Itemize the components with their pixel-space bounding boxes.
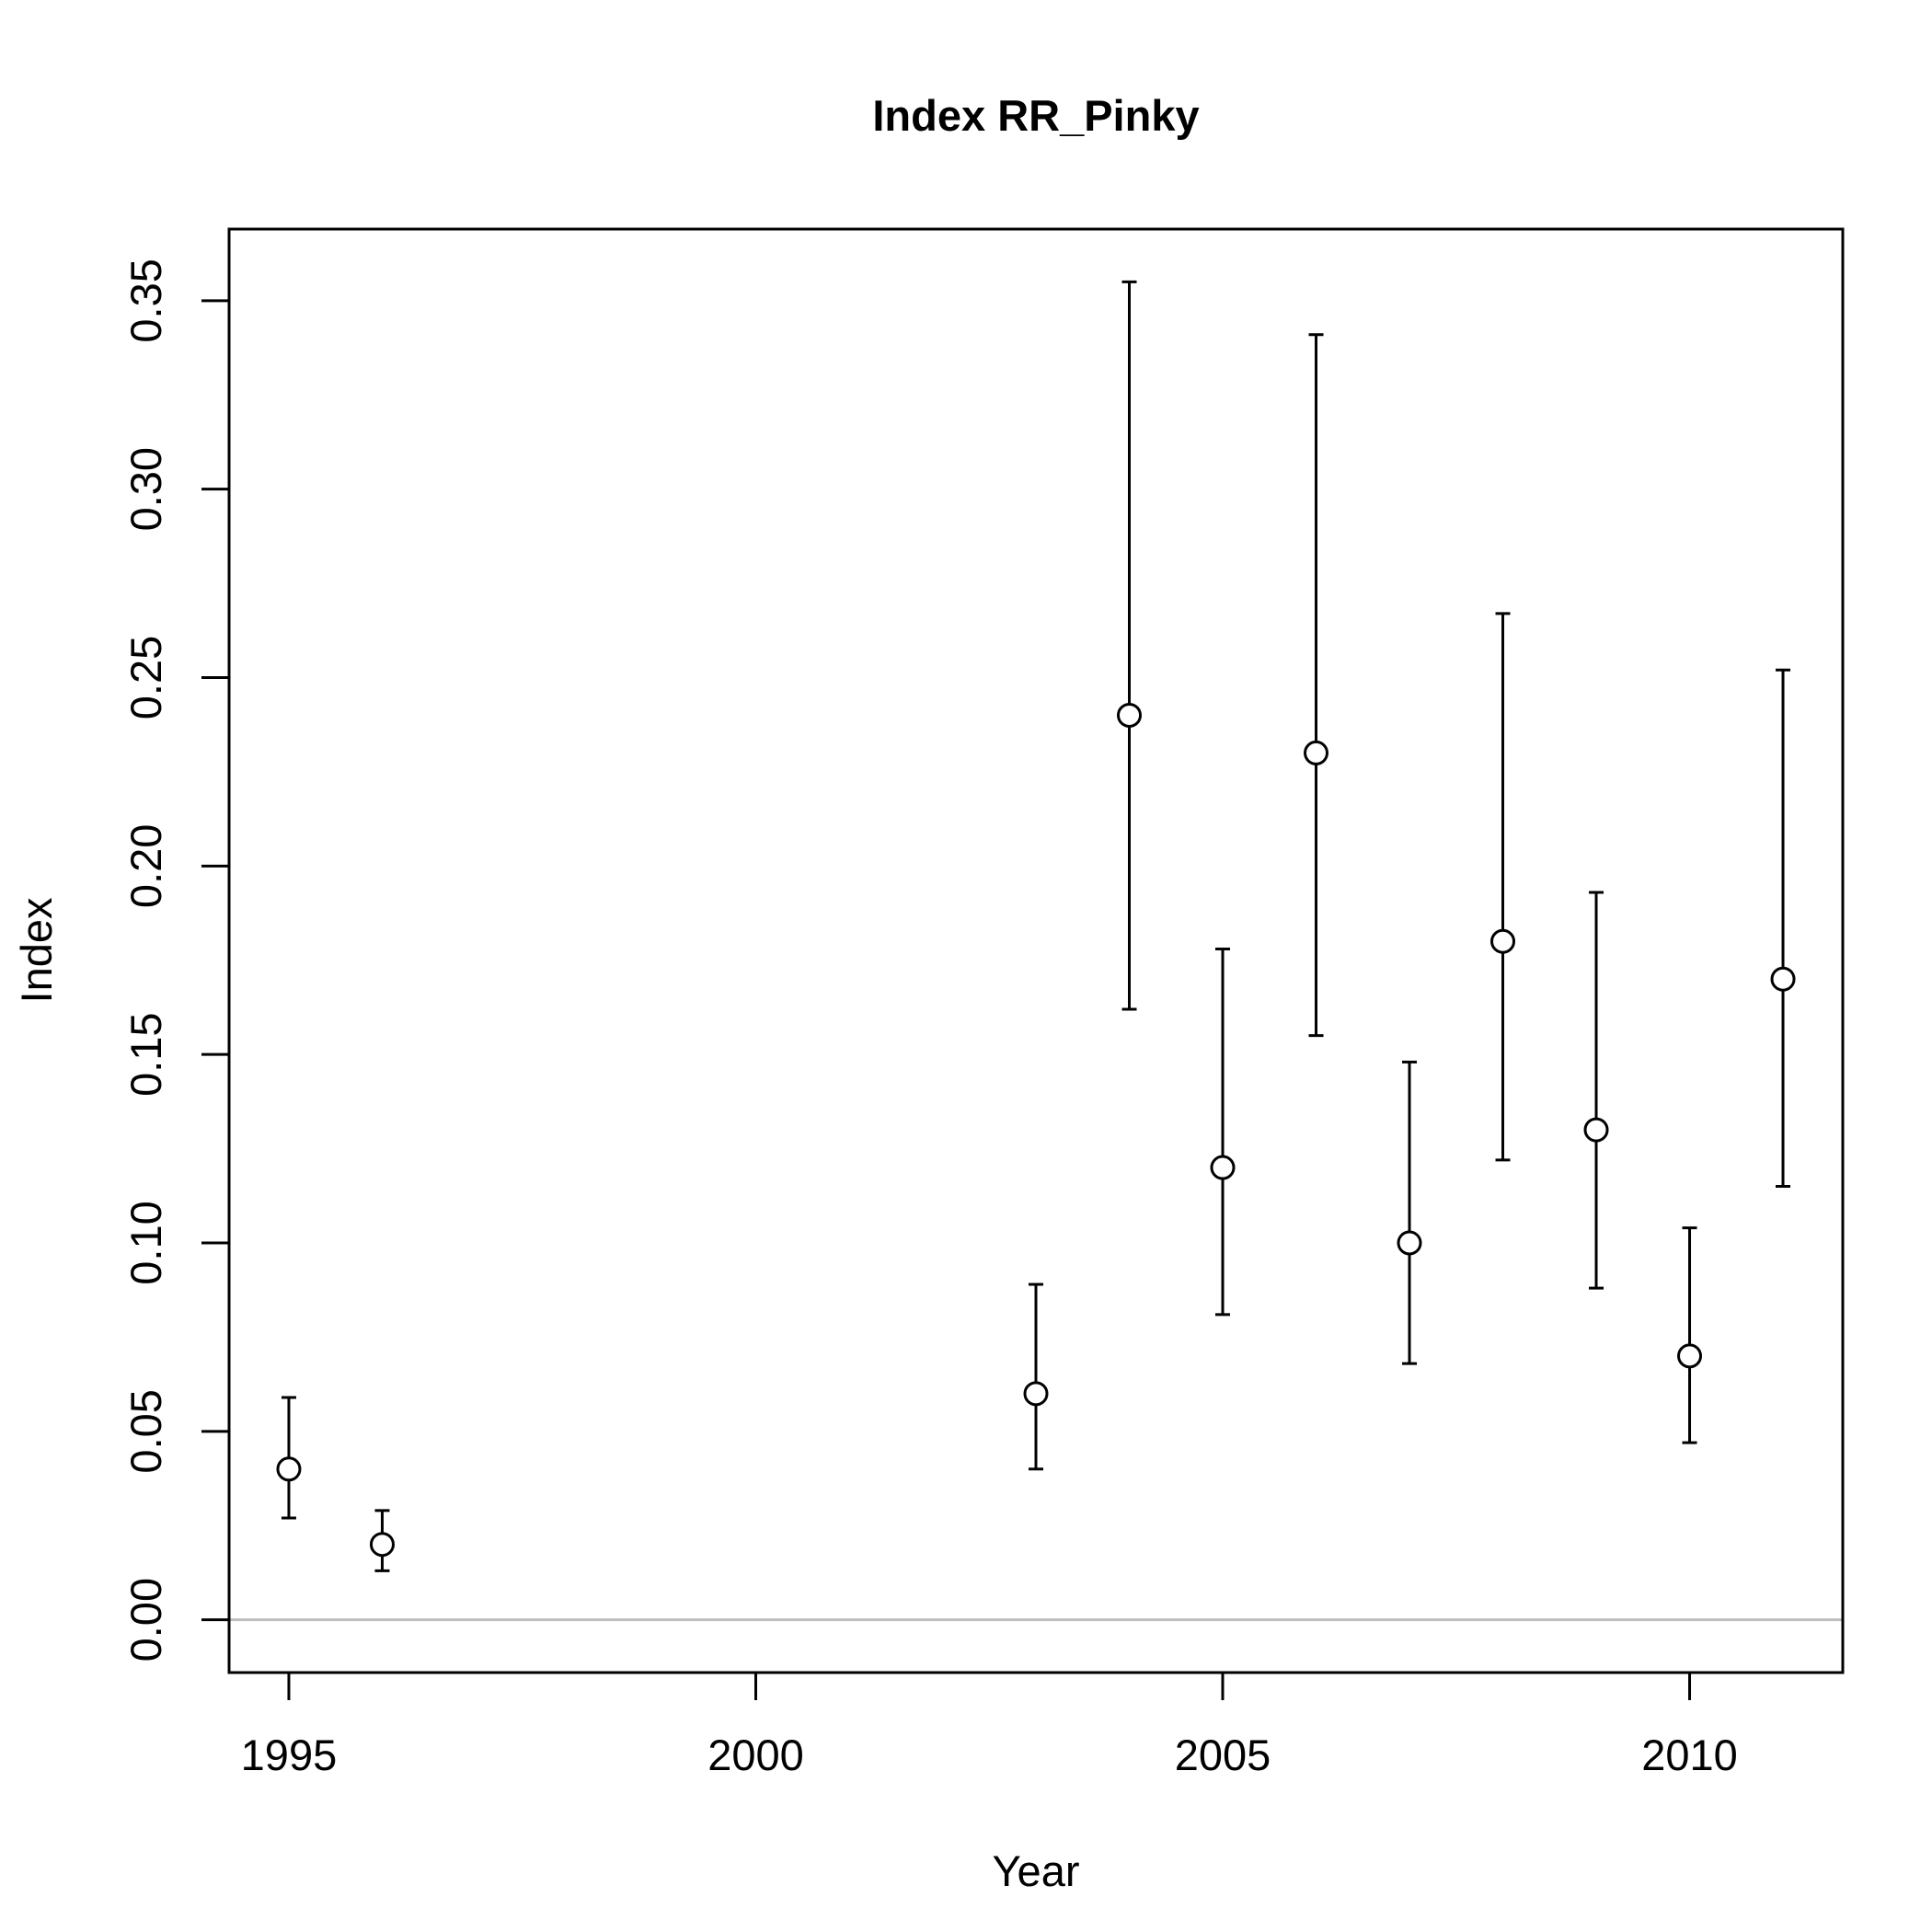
data-point-group	[1490, 612, 1516, 1162]
data-point-group	[1023, 1282, 1049, 1471]
data-point-group	[1117, 280, 1143, 1011]
y-axis: 0.00 0.05 0.10 0.15 0.20 0.25 0.30 0.35	[121, 259, 231, 1662]
data-point-group	[1304, 333, 1329, 1038]
y-tick-label: 0.15	[121, 1012, 170, 1096]
x-tick-label: 2010	[1641, 1731, 1738, 1779]
y-tick-label: 0.05	[121, 1389, 170, 1473]
y-axis-label: Index	[12, 898, 61, 1004]
data-point-group	[1770, 668, 1796, 1189]
y-tick-label: 0.10	[121, 1201, 170, 1284]
data-point-group	[369, 1509, 395, 1572]
data-point	[1583, 1117, 1609, 1143]
data-point	[1397, 1230, 1422, 1256]
data-point	[1117, 702, 1143, 728]
data-point-group	[1210, 947, 1236, 1317]
y-tick-label: 0.25	[121, 636, 170, 719]
data-point	[276, 1456, 302, 1482]
x-tick-label: 2005	[1175, 1731, 1271, 1779]
plot-area	[229, 280, 1843, 1622]
data-point	[1023, 1381, 1049, 1407]
y-tick-label: 0.00	[121, 1578, 170, 1662]
y-tick-label: 0.35	[121, 259, 170, 342]
x-axis: 1995 2000 2005 2010	[241, 1671, 1738, 1779]
chart-title: Index RR_Pinky	[872, 91, 1199, 140]
x-axis-label: Year	[993, 1846, 1080, 1895]
data-point	[1490, 928, 1516, 954]
y-tick-label: 0.20	[121, 824, 170, 908]
data-point	[1210, 1155, 1236, 1180]
data-point-group	[276, 1396, 302, 1520]
data-point-group	[1677, 1226, 1703, 1444]
y-tick-label: 0.30	[121, 447, 170, 531]
data-point	[1677, 1343, 1703, 1369]
data-point	[1304, 740, 1329, 765]
x-tick-label: 1995	[241, 1731, 338, 1779]
x-tick-label: 2000	[707, 1731, 804, 1779]
data-point	[369, 1532, 395, 1558]
data-point	[1770, 966, 1796, 992]
data-point-group	[1397, 1060, 1422, 1365]
data-point-group	[1583, 891, 1609, 1290]
